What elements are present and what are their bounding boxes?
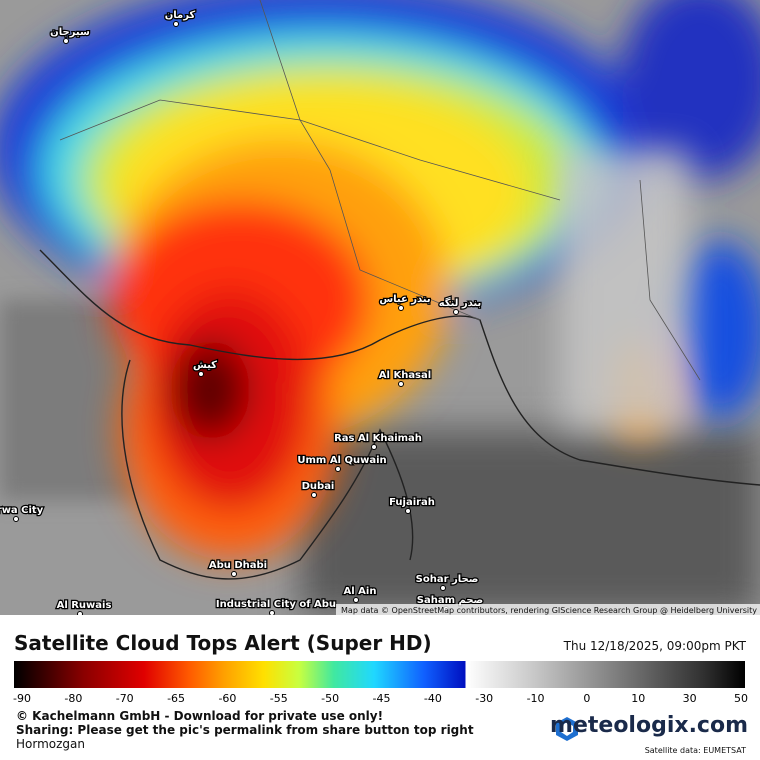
place-label: کرمان — [165, 10, 196, 21]
title: Satellite Cloud Tops Alert (Super HD) — [14, 631, 432, 655]
place-dot — [398, 305, 404, 311]
place-dot — [405, 508, 411, 514]
scale-tick-label: -30 — [475, 692, 494, 705]
place-label: بندر عباس — [379, 294, 430, 305]
place-label: Fujairah — [389, 497, 435, 508]
place-dot — [173, 21, 179, 27]
place-label: بندر لنگه — [439, 296, 482, 309]
scale-tick-label: -60 — [218, 692, 237, 705]
scale-tick-label: -65 — [167, 692, 186, 705]
place-label: سیرجان — [50, 27, 90, 38]
brand[interactable]: meteologix.com — [550, 713, 748, 738]
copyright: © Kachelmann GmbH - Download for private… — [16, 709, 384, 723]
place-label: Al Ruwais — [57, 600, 112, 611]
scale-tick-label: 10 — [631, 692, 646, 705]
scale-tick-label: -10 — [526, 692, 545, 705]
place-label: Dubai — [302, 481, 335, 492]
place-dot — [311, 492, 317, 498]
scale-tick-label: -50 — [321, 692, 340, 705]
map-attribution: Map data © OpenStreetMap contributors, r… — [341, 606, 757, 615]
place-label: کیش — [193, 360, 217, 371]
place-label: Sohar صحار — [416, 574, 479, 585]
scale-tick-label: -40 — [423, 692, 442, 705]
place-label: Industrial City of Abu — [216, 599, 336, 610]
scale-tick-label: -90 — [13, 692, 31, 705]
scale-tick-label: 0 — [583, 692, 591, 705]
place-dot — [335, 466, 341, 472]
scale-tick-label: -70 — [115, 692, 134, 705]
color-scale — [14, 661, 745, 688]
place-dot — [398, 381, 404, 387]
place-dot — [269, 610, 275, 615]
place-label: rwa City — [0, 505, 44, 516]
place-dot — [198, 371, 204, 377]
place-label: Al Khasal — [379, 370, 431, 381]
scale-tick-label: -55 — [269, 692, 288, 705]
datetime: Thu 12/18/2025, 09:00pm PKT — [563, 639, 746, 653]
place-dot — [440, 585, 446, 591]
place-dot — [371, 444, 377, 450]
logo — [556, 717, 578, 741]
scale-tick-label: -80 — [64, 692, 83, 705]
place-dot — [13, 516, 19, 522]
place-dot — [63, 38, 69, 44]
satellite-map: کرمان سیرجان بندر عباس بندر لنگه کیش Al Khasa… — [0, 0, 760, 615]
place-label: Saham صحم — [417, 595, 483, 606]
place-dot — [453, 309, 459, 315]
place-label: Ras Al Khaimah — [334, 433, 422, 444]
place-label: Al Ain — [344, 586, 377, 597]
sharing-note: Sharing: Please get the pic's permalink … — [16, 723, 474, 737]
region: Hormozgan — [16, 737, 85, 751]
place-label: Umm Al Quwain — [297, 455, 386, 466]
scale-tick-label: 30 — [682, 692, 697, 705]
footer: Satellite Cloud Tops Alert (Super HD) Th… — [0, 615, 760, 760]
place-dot — [231, 571, 237, 577]
data-source: Satellite data: EUMETSAT — [644, 746, 746, 755]
place-dot — [353, 597, 359, 603]
scale-tick-label: -45 — [372, 692, 391, 705]
place-dot — [77, 611, 83, 615]
place-label: Abu Dhabi — [209, 560, 267, 571]
scale-tick-label: 50 — [734, 692, 748, 705]
